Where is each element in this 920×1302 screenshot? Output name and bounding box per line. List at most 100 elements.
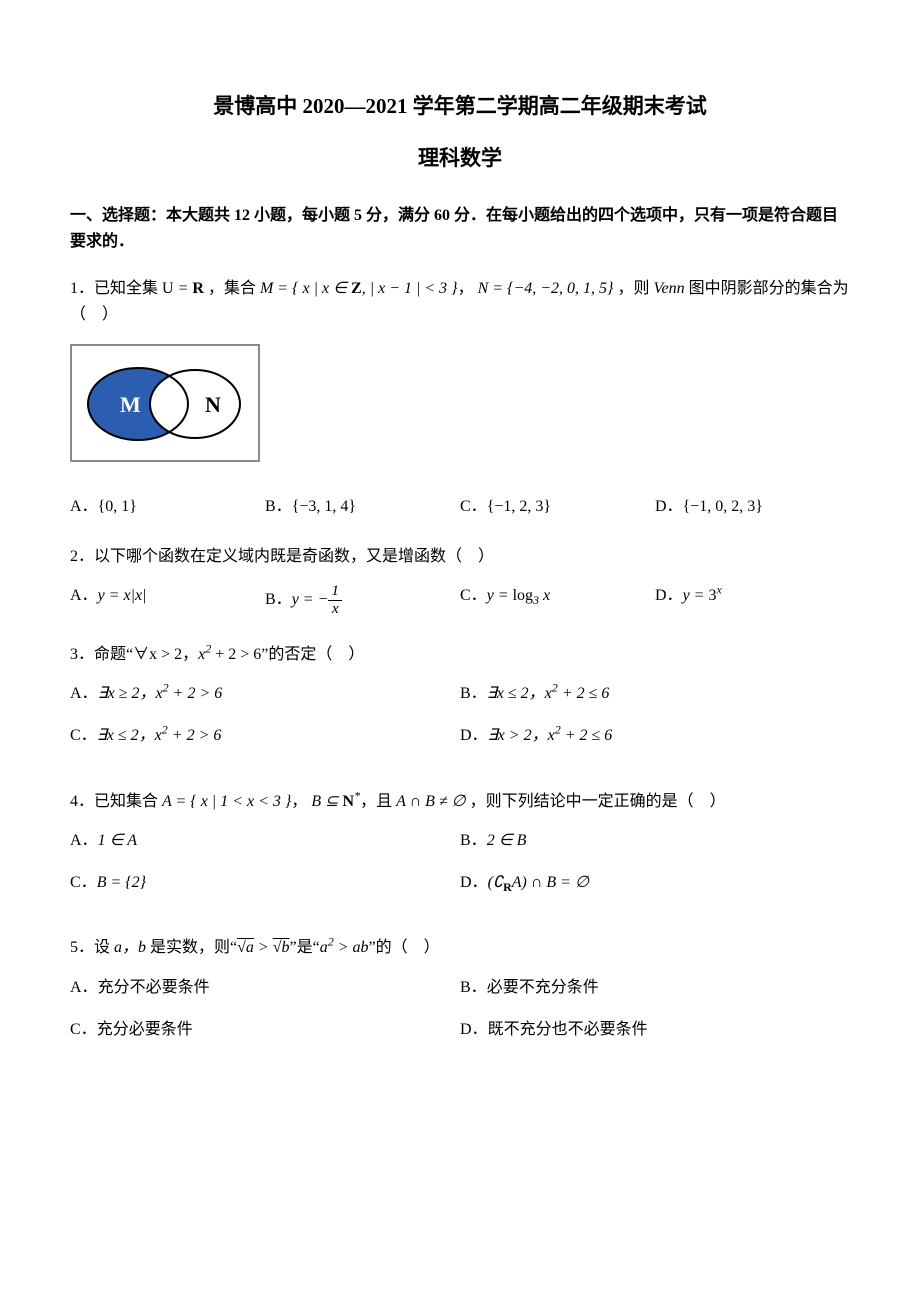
venn-word: Venn (653, 280, 684, 297)
q2D: y = 3x (683, 587, 722, 604)
q3-text: 3．命题“∀x > 2，x2 + 2 > 6”的否定（ ） (70, 642, 850, 668)
q4-opt-B: B．2 ∈ B (460, 828, 850, 854)
exam-subject: 理科数学 (70, 142, 850, 176)
q3lD: D． (460, 727, 488, 744)
q5rhs: a2 > ab (320, 939, 369, 956)
q5rgt: > ab (334, 939, 369, 956)
question-2: 2．以下哪个函数在定义域内既是奇函数，又是增函数（ ） A．y = x|x| B… (70, 544, 850, 618)
q5lC: C． (70, 1021, 97, 1038)
q5-opt-C: C．充分必要条件 (70, 1017, 460, 1043)
question-3: 3．命题“∀x > 2，x2 + 2 > 6”的否定（ ） A．∃x ≥ 2，x… (70, 642, 850, 765)
q4-options: A．1 ∈ A B．2 ∈ B C．B = {2} D．(∁RA) ∩ B = … (70, 828, 850, 911)
q5s: ”的（ ） (369, 939, 440, 956)
q1-options: A．{0, 1} B．{−3, 1, 4} C．{−1, 2, 3} D．{−1… (70, 494, 850, 520)
q4cond: A ∩ B ≠ ∅ (396, 793, 466, 810)
q1-M: M = { x | x ∈ Z, | x − 1 | < 3 } (260, 280, 458, 297)
q5-opt-B: B．必要不充分条件 (460, 975, 850, 1001)
q2Bnum: 1 (328, 583, 342, 601)
q4lA: A． (70, 832, 98, 849)
q1D: {−1, 0, 2, 3} (683, 498, 763, 515)
q3lA: A． (70, 685, 98, 702)
q1-prefix: 1．已知全集 (70, 280, 158, 297)
q2-options: A．y = x|x| B．y = −1x C．y = log3 x D．y = … (70, 583, 850, 617)
q2-opt-D: D．y = 3x (655, 583, 850, 617)
q5lA: A． (70, 979, 98, 996)
q2-text: 2．以下哪个函数在定义域内既是奇函数，又是增函数（ ） (70, 544, 850, 570)
question-1: 1．已知全集 U = R ，集合 M = { x | x ∈ Z, | x − … (70, 276, 850, 519)
q4-opt-D: D．(∁RA) ∩ B = ∅ (460, 870, 850, 896)
q3-opt-D: D．∃x > 2，x2 + 2 ≤ 6 (460, 723, 850, 749)
q2-opt-A: A．y = x|x| (70, 583, 265, 617)
q5-options: A．充分不必要条件 B．必要不充分条件 C．充分必要条件 D．既不充分也不必要条… (70, 975, 850, 1058)
q1-opt-A: A．{0, 1} (70, 494, 265, 520)
q3lC: C． (70, 727, 97, 744)
q1-mid: ，集合 (208, 280, 256, 297)
q2lC: C． (460, 587, 487, 604)
q2Dsup: x (716, 583, 721, 597)
q1-text: 1．已知全集 U = R ，集合 M = { x | x ∈ Z, | x − … (70, 276, 850, 327)
q2Bden: x (328, 601, 342, 618)
q4-text: 4．已知集合 A = { x | 1 < x < 3 }， B ⊆ N*，且 A… (70, 789, 850, 815)
q2B: y = −1x (292, 591, 342, 608)
venn-svg: M N (70, 344, 260, 462)
q4A-def: A = { x | 1 < x < 3 } (162, 793, 291, 810)
lblD: D． (655, 498, 683, 515)
question-5: 5．设 a，b 是实数，则“√a > √b”是“a2 > ab”的（ ） A．充… (70, 935, 850, 1058)
q4B-def: B ⊆ N* (311, 793, 360, 810)
q1-U: U = R (162, 280, 204, 297)
q5lD: D． (460, 1021, 488, 1038)
question-4: 4．已知集合 A = { x | 1 < x < 3 }， B ⊆ N*，且 A… (70, 789, 850, 912)
q3s: + 2 > 6”的否定（ ） (211, 646, 364, 663)
q4Copt: B = {2} (97, 874, 146, 891)
q5-opt-D: D．既不充分也不必要条件 (460, 1017, 850, 1043)
exam-title: 景博高中 2020—2021 学年第二学期高二年级期末考试 (70, 90, 850, 124)
q4lD: D． (460, 874, 488, 891)
q3lB: B． (460, 685, 487, 702)
q5p: 5．设 (70, 939, 110, 956)
q4lC: C． (70, 874, 97, 891)
q4Aopt: 1 ∈ A (98, 832, 137, 849)
q1B: {−3, 1, 4} (292, 498, 356, 515)
lblC: C． (460, 498, 487, 515)
q5m2: ”是“ (290, 939, 320, 956)
q2lD: D． (655, 587, 683, 604)
q5D: 既不充分也不必要条件 (488, 1021, 648, 1038)
q4lB: B． (460, 832, 487, 849)
q5A: 充分不必要条件 (98, 979, 210, 996)
q5C: 充分必要条件 (97, 1021, 193, 1038)
q1-opt-D: D．{−1, 0, 2, 3} (655, 494, 850, 520)
q1-N: N = {−4, −2, 0, 1, 5} (478, 280, 614, 297)
q2A: y = x|x| (98, 587, 147, 604)
venn-n-label: N (205, 392, 221, 417)
q5lhs: √a > √b (237, 939, 289, 956)
q5-opt-A: A．充分不必要条件 (70, 975, 460, 1001)
q2-opt-C: C．y = log3 x (460, 583, 655, 617)
lblB: B． (265, 498, 292, 515)
q4p: 4．已知集合 (70, 793, 158, 810)
q5lB: B． (460, 979, 487, 996)
q3p: 3．命题“∀x > 2， (70, 646, 198, 663)
q3-opt-B: B．∃x ≤ 2，x2 + 2 ≤ 6 (460, 681, 850, 707)
q1-opt-C: C．{−1, 2, 3} (460, 494, 655, 520)
q4s: ，则下列结论中一定正确的是（ ） (470, 793, 726, 810)
q1-s1: ，则 (617, 280, 653, 297)
venn-diagram: M N (70, 344, 850, 471)
q3A: ∃x ≥ 2，x2 + 2 > 6 (98, 685, 223, 702)
q3-opt-C: C．∃x ≤ 2，x2 + 2 > 6 (70, 723, 460, 749)
q3-options: A．∃x ≥ 2，x2 + 2 > 6 B．∃x ≤ 2，x2 + 2 ≤ 6 … (70, 681, 850, 764)
q4-opt-C: C．B = {2} (70, 870, 460, 896)
lblA: A． (70, 498, 98, 515)
q2Carg: x (539, 587, 550, 604)
q2-opt-B: B．y = −1x (265, 583, 460, 617)
q3x: x2 (198, 646, 211, 663)
q2lA: A． (70, 587, 98, 604)
q2lB: B． (265, 591, 292, 608)
q4-opt-A: A．1 ∈ A (70, 828, 460, 854)
q3B: ∃x ≤ 2，x2 + 2 ≤ 6 (487, 685, 610, 702)
q5m1: 是实数，则“ (150, 939, 237, 956)
venn-m-label: M (120, 392, 141, 417)
q1-opt-B: B．{−3, 1, 4} (265, 494, 460, 520)
q3C: ∃x ≤ 2，x2 + 2 > 6 (97, 727, 222, 744)
q2C: y = log3 x (487, 587, 550, 604)
q1C: {−1, 2, 3} (487, 498, 551, 515)
